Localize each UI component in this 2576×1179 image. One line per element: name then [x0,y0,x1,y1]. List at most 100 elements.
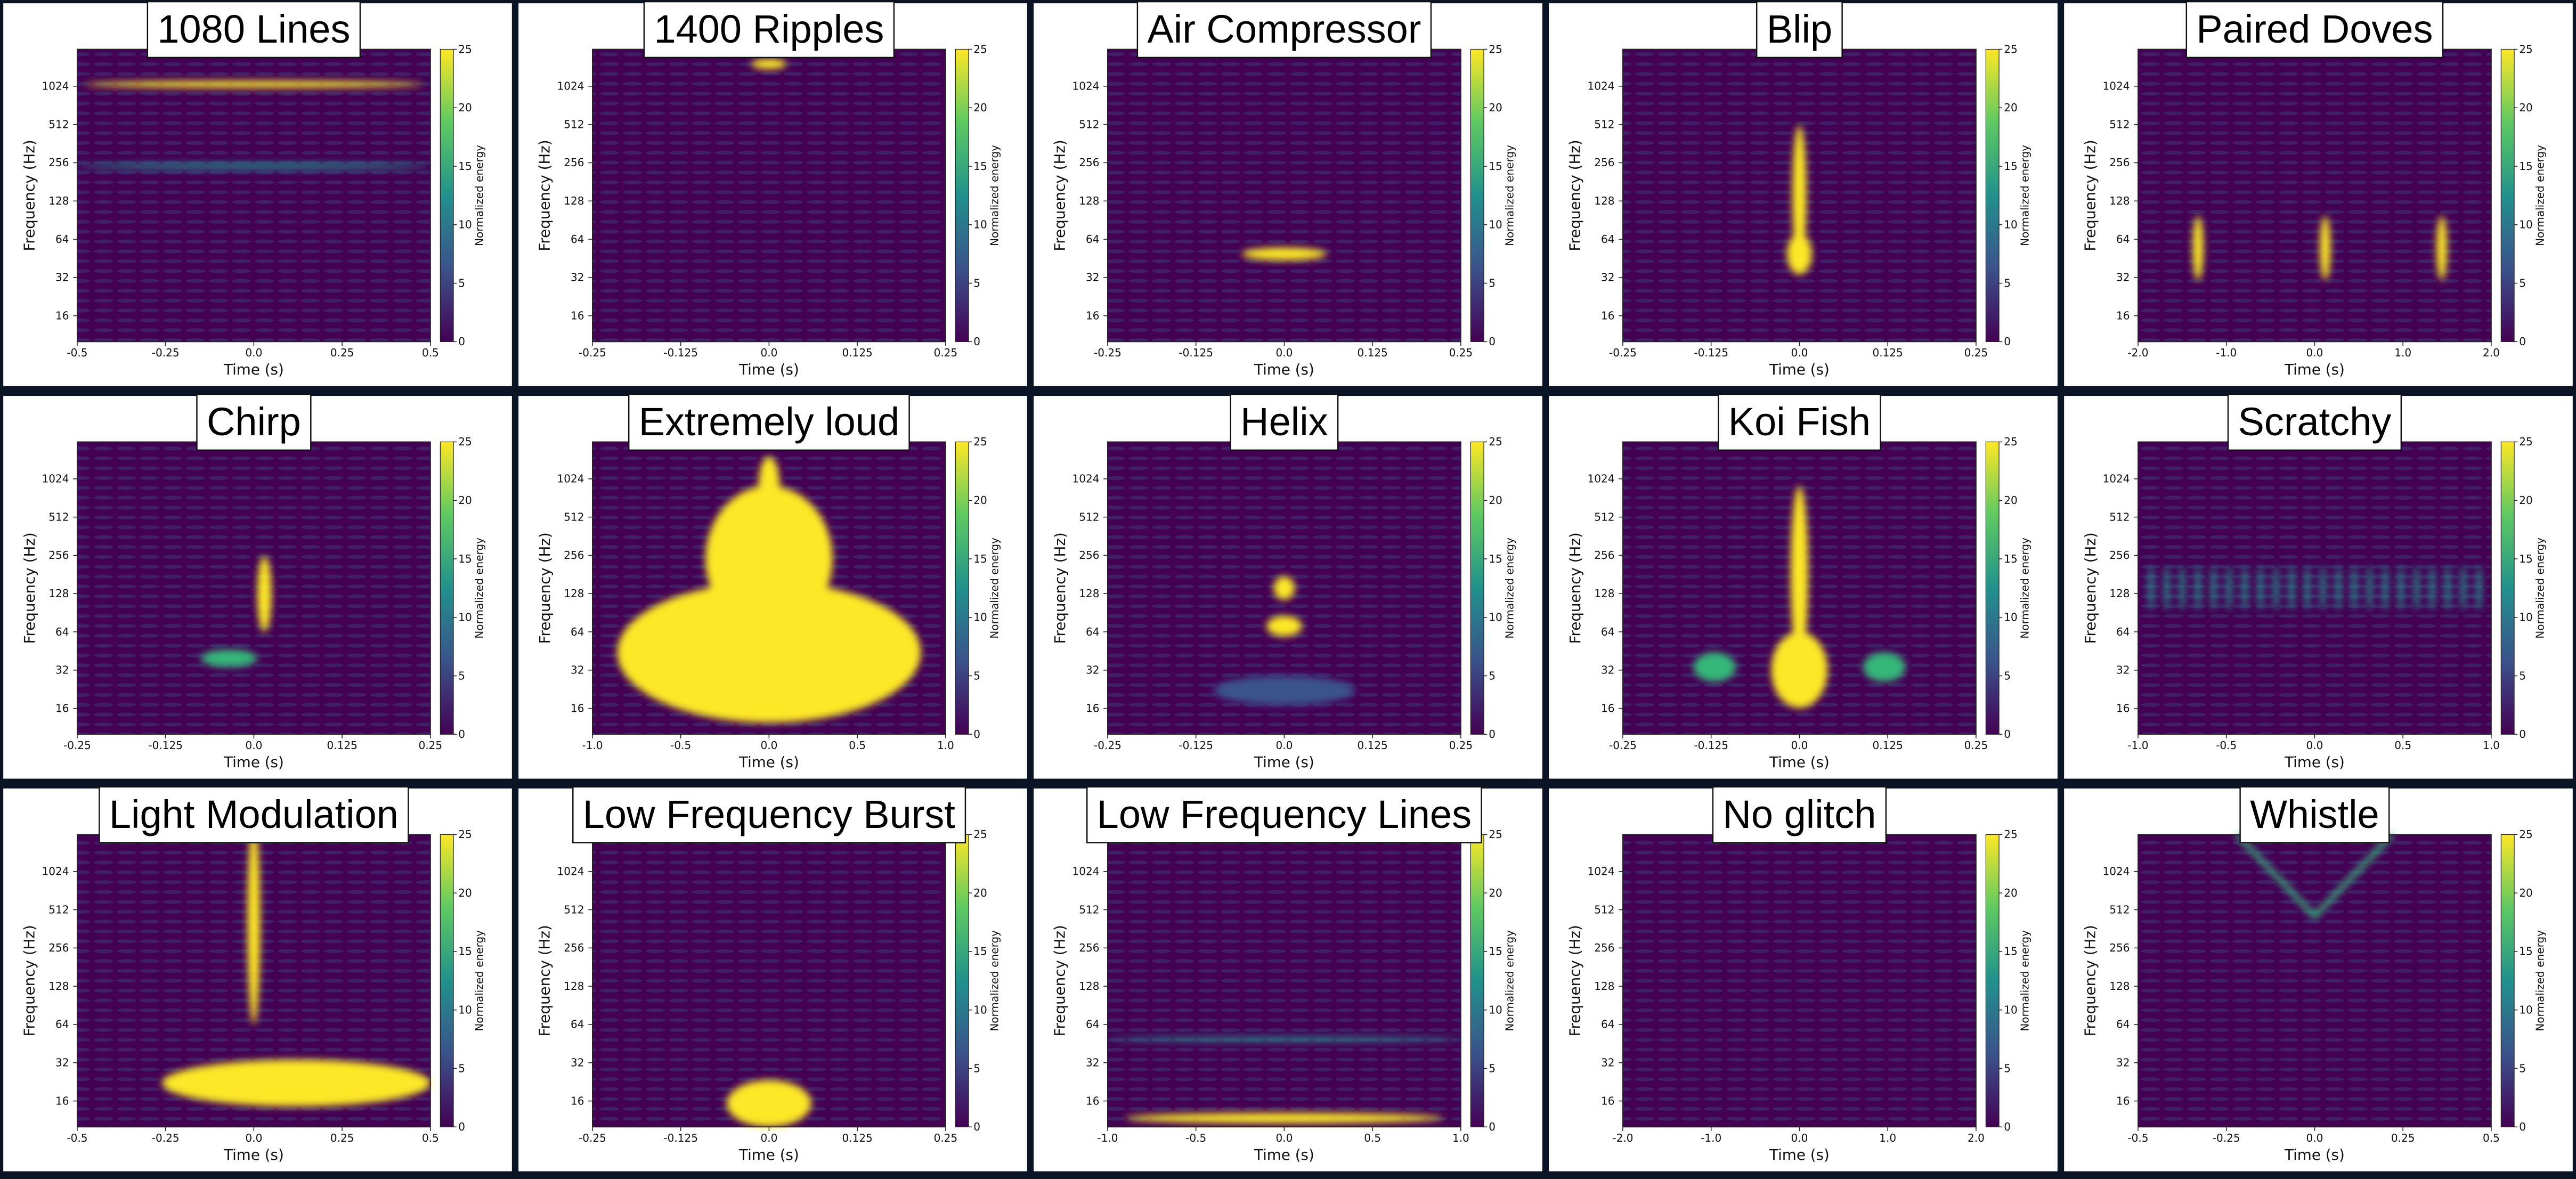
chart-panel: -1.0 -0.5 0.0 0.5 1.0 16 32 64 128 256 512 1024 Time… [518,393,1027,779]
y-tick-label: 16 [2116,309,2130,322]
x-tick-label: -0.25 [579,346,606,359]
y-tick-label: 128 [2109,194,2130,207]
x-tick-label: -0.25 [152,1132,180,1144]
colorbar-tick-label: 20 [2519,887,2533,899]
y-tick-label: 512 [2109,510,2130,523]
x-axis-label: Time (s) [1254,361,1314,378]
energy-feature [2235,833,2394,920]
energy-feature [2148,565,2154,612]
colorbar-tick-label: 15 [458,160,472,173]
energy-feature [617,582,921,723]
x-axis-label: Time (s) [223,1146,284,1164]
colorbar-tick-label: 5 [973,669,980,682]
colorbar-tick-label: 25 [2519,435,2533,448]
colorbar-label: Normalized energy [988,930,1001,1031]
colorbar-tick-label: 5 [2519,1062,2526,1075]
x-axis-label: Time (s) [1769,361,1830,378]
energy-feature [726,1080,811,1127]
y-tick-label: 64 [1086,233,1100,246]
colorbar-tick-label: 15 [2519,552,2533,565]
colorbar-tick-label: 15 [458,945,472,958]
title-box [99,786,409,844]
title-box [147,1,361,59]
x-tick-label: 1.0 [937,739,954,752]
colorbar-tick-label: 20 [973,494,987,507]
chart-panel: -1.0 -0.5 0.0 0.5 1.0 16 32 64 128 256 512 1024 Time… [2064,393,2573,779]
y-tick-label: 32 [571,664,584,677]
x-tick-label: -0.25 [579,1132,606,1144]
colorbar-tick-label: 15 [1489,945,1502,958]
x-tick-label: -2.0 [2127,346,2148,359]
y-tick-label: 128 [2109,587,2130,600]
x-tick-label: -0.5 [1185,1132,1206,1144]
colorbar [1470,441,1484,735]
y-tick-label: 512 [1079,903,1099,916]
y-tick-label: 16 [1601,1094,1615,1107]
title-box [2227,393,2402,451]
y-tick-label: 256 [1079,941,1099,954]
colorbar-tick-label: 0 [973,728,980,741]
y-tick-label: 1024 [2103,473,2130,485]
energy-feature [2273,565,2279,612]
colorbar-label: Normalized energy [1504,538,1516,639]
colorbar-label: Normalized energy [988,145,1001,246]
colorbar [1985,834,2000,1127]
energy-feature [2320,565,2326,612]
y-tick-label: 16 [55,1094,69,1107]
x-tick-label: 0.25 [330,1132,354,1144]
energy-feature [2195,565,2201,612]
colorbar-tick-label: 20 [1489,101,1502,114]
y-tick-label: 256 [1594,941,1614,954]
x-tick-label: 0.25 [2391,1132,2415,1144]
energy-feature [1107,1037,1461,1042]
x-axis-label: Time (s) [1254,1146,1314,1164]
chart-panel: -0.5 -0.25 0.0 0.25 0.5 16 32 64 128 256 512 1024 Ti… [3,1,512,386]
y-tick-label: 128 [48,980,69,993]
colorbar [440,441,454,735]
x-tick-label: -0.25 [152,346,180,359]
colorbar-tick-label: 25 [2004,43,2018,55]
y-tick-label: 1024 [42,865,69,878]
energy-feature [2211,565,2216,612]
colorbar-tick-label: 10 [973,1003,987,1016]
y-tick-label: 32 [1601,271,1615,284]
chart-panel: -1.0 -0.5 0.0 0.5 1.0 16 32 64 128 256 512 1024 Time… [1034,786,1542,1172]
chart-panel: -0.25 -0.125 0.0 0.125 0.25 16 32 64 128 256 512 10… [3,393,512,779]
y-axis-label: Frequency (Hz) [21,925,38,1036]
features [1107,1037,1461,1124]
y-tick-label: 256 [48,549,69,562]
x-tick-label: 0.25 [934,346,958,359]
chart-title: Low Frequency Burst [583,792,956,836]
x-tick-label: 0.0 [245,346,262,359]
colorbar [1470,48,1484,342]
x-tick-label: 0.25 [330,346,354,359]
colorbar-label: Normalized energy [473,538,486,639]
x-tick-label: -0.5 [2127,1132,2148,1144]
y-tick-label: 16 [1601,309,1615,322]
x-tick-label: -0.25 [1609,739,1637,752]
features [726,1080,811,1127]
y-tick-label: 512 [1079,510,1099,523]
x-tick-label: 0.125 [1357,346,1387,359]
colorbar-tick-label: 0 [2519,335,2526,348]
y-axis-label: Frequency (Hz) [1051,140,1069,251]
colorbar-tick-label: 25 [2519,828,2533,841]
colorbar-tick-label: 25 [973,43,987,55]
y-tick-label: 32 [2116,1056,2130,1069]
y-tick-label: 32 [55,664,69,677]
colorbar-tick-label: 15 [1489,552,1502,565]
y-axis-label: Frequency (Hz) [2082,140,2099,251]
colorbar [955,48,969,342]
colorbar-tick-label: 0 [973,335,980,348]
colorbar-tick-label: 15 [973,945,987,958]
colorbar-tick-label: 20 [1489,887,1502,899]
features [1241,247,1327,261]
texture [592,49,946,342]
x-tick-label: 1.0 [2483,739,2500,752]
title-box [1756,1,1843,59]
energy-feature [1792,125,1807,266]
chart-panel: -0.25 -0.125 0.0 0.125 0.25 16 32 64 128 256 512 10… [1034,1,1542,386]
x-tick-label: 0.5 [2394,739,2411,752]
colorbar-tick-label: 0 [458,335,465,348]
